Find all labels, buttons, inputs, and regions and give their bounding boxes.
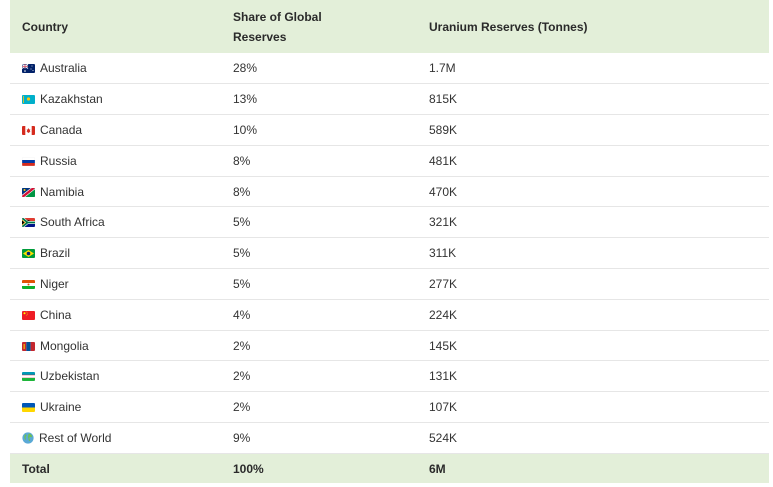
namibia-flag-icon (22, 187, 35, 197)
reserves-cell: 277K (429, 276, 458, 291)
reserves-cell: 481K (429, 153, 458, 168)
header-share-line1: Share of Global (233, 9, 322, 24)
reserves-cell: 131K (429, 369, 458, 384)
reserves-cell: 815K (429, 92, 458, 107)
kazakhstan-flag-icon (22, 95, 35, 105)
russia-flag-icon (22, 156, 35, 166)
reserves-cell: 107K (429, 400, 458, 415)
header-reserves[interactable]: Uranium Reserves (Tonnes) (429, 19, 588, 34)
share-cell: 2% (233, 338, 251, 353)
country-cell: Niger (10, 269, 221, 300)
reserves-cell: 145K (429, 338, 458, 353)
table-row: Russia 8% 481K (10, 145, 769, 177)
total-label: Total (22, 461, 50, 476)
share-cell: 2% (233, 369, 251, 384)
canada-flag-icon (22, 125, 35, 135)
share-cell: 2% (233, 400, 251, 415)
table-row: Kazakhstan 13% 815K (10, 84, 769, 115)
share-cell: 8% (233, 153, 251, 168)
country-cell: Brazil (10, 238, 221, 269)
reserves-cell: 224K (429, 307, 458, 322)
reserves-cell: 470K (429, 184, 458, 199)
header-country[interactable]: Country (22, 19, 68, 34)
country-cell: South Africa (10, 207, 221, 238)
table-row: Australia 28% 1.7M (10, 53, 769, 84)
share-cell: 5% (233, 276, 251, 291)
globe-icon (22, 432, 34, 444)
australia-flag-icon (22, 64, 35, 74)
table-row: Namibia 8% 470K (10, 176, 769, 207)
ukraine-flag-icon (22, 403, 35, 413)
south-africa-flag-icon (22, 218, 35, 228)
table-row: Uzbekistan 2% 131K (10, 361, 769, 392)
share-cell: 9% (233, 430, 251, 445)
country-cell: Australia (10, 53, 221, 84)
table-row: South Africa 5% 321K (10, 207, 769, 238)
reserves-cell: 524K (429, 430, 458, 445)
table-row: Rest of World 9% 524K (10, 423, 769, 454)
share-cell: 4% (233, 307, 251, 322)
brazil-flag-icon (22, 249, 35, 259)
share-cell: 5% (233, 246, 251, 261)
table-body: Australia 28% 1.7M Kazakhstan 13% 815K C… (10, 53, 769, 454)
share-cell: 13% (233, 92, 258, 107)
table-row: Niger 5% 277K (10, 269, 769, 300)
reserves-cell: 589K (429, 122, 458, 137)
country-cell: Namibia (10, 176, 221, 207)
reserves-cell: 1.7M (429, 61, 456, 76)
reserves-table-container: Country Share of Global Reserves Uranium … (10, 0, 769, 484)
total-reserves: 6M (429, 461, 446, 476)
country-cell: Ukraine (10, 392, 221, 423)
country-cell: Rest of World (10, 423, 221, 454)
table-row: Ukraine 2% 107K (10, 392, 769, 423)
share-cell: 5% (233, 215, 251, 230)
reserves-cell: 321K (429, 215, 458, 230)
country-cell: Kazakhstan (10, 84, 221, 115)
table-row: Mongolia 2% 145K (10, 330, 769, 361)
mongolia-flag-icon (22, 341, 35, 351)
header-share[interactable]: Share of Global Reserves (221, 0, 417, 53)
share-cell: 10% (233, 122, 258, 137)
total-share: 100% (233, 461, 264, 476)
table-row: Brazil 5% 311K (10, 238, 769, 269)
header-share-line2: Reserves (233, 29, 287, 44)
share-cell: 8% (233, 184, 251, 199)
uranium-reserves-table: Country Share of Global Reserves Uranium … (10, 0, 769, 484)
uzbekistan-flag-icon (22, 372, 35, 382)
country-cell: China (10, 299, 221, 330)
country-cell: Mongolia (10, 330, 221, 361)
header-row: Country Share of Global Reserves Uranium … (10, 0, 769, 53)
country-cell: Canada (10, 115, 221, 146)
country-cell: Russia (10, 145, 221, 176)
table-row: Canada 10% 589K (10, 115, 769, 146)
total-row: Total 100% 6M (10, 453, 769, 484)
country-cell: Uzbekistan (10, 361, 221, 392)
niger-flag-icon (22, 279, 35, 289)
reserves-cell: 311K (429, 246, 457, 261)
table-header: Country Share of Global Reserves Uranium … (10, 0, 769, 53)
table-row: China 4% 224K (10, 299, 769, 331)
table-footer: Total 100% 6M (10, 453, 769, 484)
share-cell: 28% (233, 61, 258, 76)
china-flag-icon (22, 310, 35, 320)
